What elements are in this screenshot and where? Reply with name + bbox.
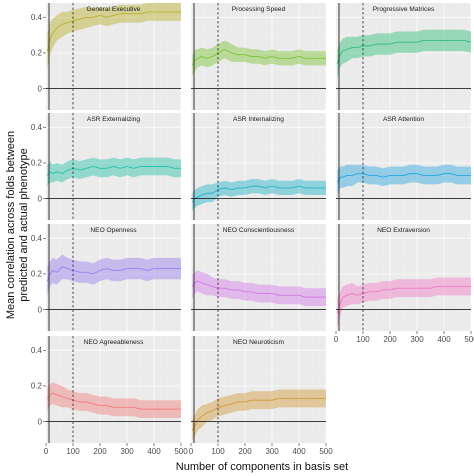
- x-tick-label: 500: [319, 447, 333, 456]
- panel-general-executive-mean-line: [46, 11, 181, 52]
- y-tick-label: 0: [38, 417, 43, 426]
- y-axis-title-line-2: predicted and actual phenotype: [18, 148, 30, 302]
- x-tick-label: 300: [410, 335, 424, 344]
- x-tick-label: 200: [238, 447, 252, 456]
- panel-neo-extraversion-ci-band: [337, 277, 471, 328]
- y-tick-labels: 0 0.2 0.4 0 0.2 0.4 0 0.2 0.4 0 0.2 0.4: [31, 13, 46, 426]
- panel-processing-speed-title: Processing Speed: [232, 6, 286, 13]
- panel-asr-internalizing-ci-band: [192, 178, 326, 212]
- x-tick-label: 0: [44, 447, 49, 456]
- y-tick-label: 0: [38, 84, 43, 93]
- y-tick-label: 0.2: [31, 49, 43, 58]
- x-tick-label: 300: [265, 447, 279, 456]
- x-tick-label: 0: [189, 447, 194, 456]
- panel-progressive-matrices-ci-band: [337, 29, 471, 78]
- panel-neo-neuroticism-mean-line: [191, 397, 326, 431]
- panel-processing-speed-ci-band: [192, 40, 326, 77]
- panel-asr-attention-title: ASR Attention: [383, 116, 424, 123]
- panel-neo-openness-mean-line: [46, 266, 181, 282]
- panel-neo-conscientiousness: NEO Conscientiousness: [190, 224, 327, 331]
- x-tick-label: 400: [292, 447, 306, 456]
- panel-processing-speed-mean-line: [191, 48, 326, 66]
- y-axis-title-line-1: Mean correlation across folds between: [5, 131, 17, 319]
- panel-progressive-matrices-mean-line: [336, 40, 472, 64]
- panel-asr-attention: ASR Attention: [335, 113, 472, 220]
- panel-progressive-matrices: Progressive Matrices: [335, 3, 472, 110]
- panel-neo-extraversion-title: NEO Extraversion: [377, 227, 430, 234]
- panel-general-executive-ci-band: [47, 3, 181, 69]
- y-tick-label: 0.4: [31, 346, 43, 355]
- y-tick-label: 0.2: [31, 270, 43, 279]
- panel-neo-agreeableness-title: NEO Agreeableness: [84, 339, 144, 346]
- y-tick-label: 0: [38, 194, 43, 203]
- x-tick-label: 100: [66, 447, 80, 456]
- panel-neo-conscientiousness-title: NEO Conscientiousness: [223, 227, 295, 234]
- panel-neo-openness-ci-band: [47, 254, 181, 296]
- y-tick-label: 0: [38, 305, 43, 314]
- x-tick-label: 500: [464, 335, 474, 344]
- panel-asr-attention-mean-line: [336, 173, 471, 183]
- panel-neo-extraversion: NEO Extraversion: [335, 224, 472, 331]
- x-tick-label: 0: [334, 335, 339, 344]
- x-axis-title: Number of components in basis set: [176, 461, 348, 473]
- panel-asr-attention-ci-band: [337, 164, 471, 196]
- y-tick-label: 0.2: [31, 159, 43, 168]
- panel-asr-internalizing-title: ASR Internalizing: [233, 116, 284, 123]
- panel-neo-agreeableness-mean-line: [46, 392, 181, 410]
- panel-neo-agreeableness: NEO Agreeableness: [45, 336, 182, 443]
- panel-asr-externalizing-ci-band: [47, 157, 181, 187]
- panel-asr-internalizing-mean-line: [191, 185, 326, 203]
- x-tick-label: 400: [147, 447, 161, 456]
- panel-neo-neuroticism-ci-band: [192, 389, 326, 442]
- panel-neo-openness-title: NEO Openness: [90, 227, 137, 234]
- panel-neo-conscientiousness-ci-band: [192, 270, 326, 307]
- panel-neo-neuroticism: NEO Neuroticism: [190, 336, 327, 443]
- panel-asr-externalizing: ASR Externalizing: [45, 113, 182, 220]
- panel-neo-conscientiousness-mean-line: [191, 280, 326, 298]
- panel-neo-neuroticism-title: NEO Neuroticism: [233, 339, 284, 346]
- panel-neo-openness: NEO Openness: [45, 224, 182, 331]
- panel-asr-externalizing-mean-line: [46, 166, 181, 176]
- x-tick-label: 200: [383, 335, 397, 344]
- y-tick-label: 0.4: [31, 234, 43, 243]
- panel-processing-speed: Processing Speed: [190, 3, 327, 110]
- x-tick-label: 500: [174, 447, 188, 456]
- x-tick-label: 100: [356, 335, 370, 344]
- x-tick-label: 400: [437, 335, 451, 344]
- y-tick-label: 0.4: [31, 123, 43, 132]
- x-tick-label: 300: [120, 447, 134, 456]
- y-tick-label: 0.2: [31, 382, 43, 391]
- y-tick-label: 0.4: [31, 13, 43, 22]
- panel-asr-externalizing-title: ASR Externalizing: [87, 116, 140, 123]
- panels: General Executive Processing Speed Progres…: [45, 3, 472, 443]
- panel-neo-extraversion-mean-line: [336, 285, 471, 314]
- x-tick-labels: 0100200300400500010020030040050001002003…: [44, 331, 474, 456]
- panel-progressive-matrices-title: Progressive Matrices: [373, 6, 435, 13]
- x-tick-label: 200: [93, 447, 107, 456]
- x-tick-label: 100: [211, 447, 225, 456]
- panel-general-executive: General Executive: [45, 3, 182, 110]
- panel-general-executive-title: General Executive: [87, 6, 141, 13]
- panel-asr-internalizing: ASR Internalizing: [190, 113, 327, 220]
